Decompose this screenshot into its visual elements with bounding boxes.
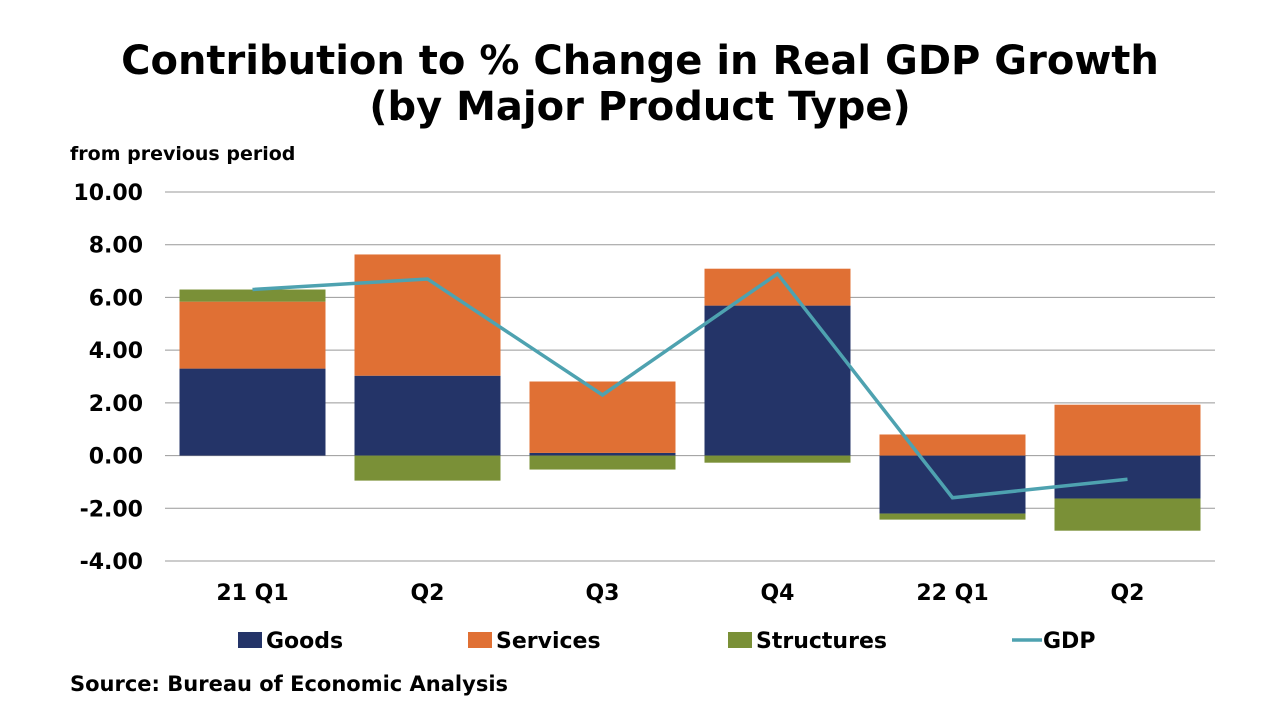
x-tick-label: 21 Q1 [216, 581, 288, 606]
x-tick-label: 22 Q1 [916, 581, 988, 606]
y-tick-label: 0.00 [89, 445, 143, 470]
bar-structures [1054, 498, 1201, 531]
bar-goods [179, 368, 326, 456]
legend-swatch-structures [728, 632, 752, 648]
chart-title: Contribution to % Change in Real GDP Gro… [0, 38, 1280, 130]
y-tick-label: -4.00 [80, 550, 143, 575]
bar-structures [879, 513, 1026, 520]
x-tick-label: Q2 [410, 581, 444, 606]
bar-services [879, 434, 1026, 456]
bar-services [1054, 404, 1201, 456]
title-line: Contribution to % Change in Real GDP Gro… [121, 38, 1159, 84]
x-tick-label: Q4 [760, 581, 794, 606]
y-tick-label: 8.00 [89, 234, 143, 259]
source-note: Source: Bureau of Economic Analysis [70, 672, 509, 696]
bar-services [354, 254, 501, 376]
subtitle-line: (by Major Product Type) [369, 84, 911, 130]
bar-goods [1054, 455, 1201, 499]
legend-swatch-goods [238, 632, 262, 648]
bar-goods [529, 452, 676, 456]
x-tick-label: Q2 [1110, 581, 1144, 606]
y-tick-label: 6.00 [89, 286, 143, 311]
legend-label: Goods [266, 629, 343, 654]
gdp-line [252, 271, 1128, 500]
legend-label: Structures [756, 629, 887, 654]
bar-services [529, 381, 676, 453]
legend-label: Services [496, 629, 601, 654]
y-tick-label: 4.00 [89, 339, 143, 364]
legend-label: GDP [1043, 629, 1095, 654]
bar-goods [704, 305, 851, 456]
bar-goods [354, 375, 501, 456]
y-axis-label: from previous period [70, 143, 296, 165]
y-tick-label: 10.00 [73, 181, 143, 206]
bar-structures [179, 289, 326, 302]
bar-structures [704, 455, 851, 463]
bar-services [179, 301, 326, 369]
bar-structures [529, 455, 676, 470]
bar-goods [879, 455, 1026, 514]
y-tick-label: 2.00 [89, 392, 143, 417]
x-tick-label: Q3 [585, 581, 619, 606]
y-tick-label: -2.00 [80, 497, 143, 522]
legend-swatch-services [468, 632, 492, 648]
bar-structures [354, 455, 501, 481]
